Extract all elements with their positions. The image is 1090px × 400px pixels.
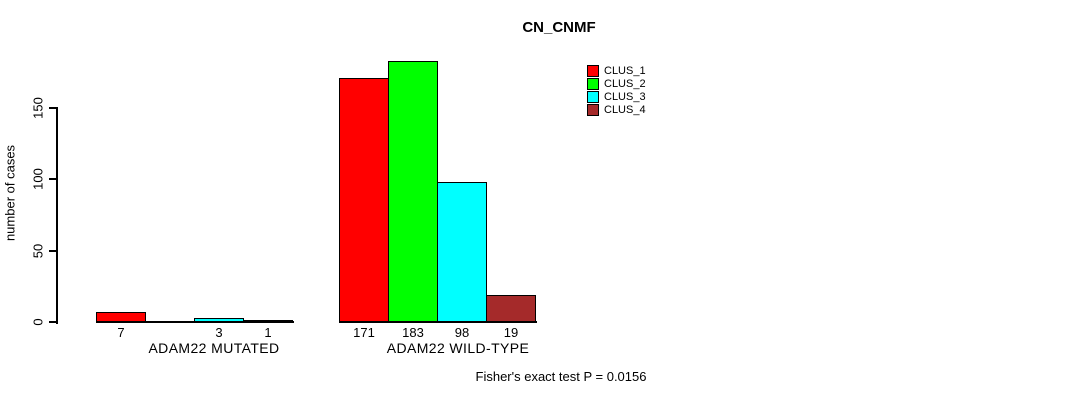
footer-annotation: Fisher's exact test P = 0.0156 xyxy=(475,369,647,384)
legend-swatch-icon xyxy=(587,78,599,91)
bar-value-label: 3 xyxy=(215,325,223,340)
y-axis-tick xyxy=(49,178,57,181)
y-axis-tick xyxy=(49,107,57,109)
chart-title: CN_CNMF xyxy=(522,19,596,36)
x-category-label: ADAM22 WILD-TYPE xyxy=(386,340,530,356)
legend-swatch-icon xyxy=(587,65,599,78)
legend-label: CLUS_1 xyxy=(604,65,646,78)
bar-value-label: 171 xyxy=(353,325,375,340)
bar-clus_2-wildtype xyxy=(388,60,438,322)
bar-clus_4-wildtype xyxy=(486,294,536,322)
bar-clus_1-wildtype xyxy=(339,78,389,322)
y-axis-tick xyxy=(49,321,57,323)
bar-value-label: 7 xyxy=(117,325,125,340)
legend-label: CLUS_3 xyxy=(604,90,646,103)
bar-value-label: 1 xyxy=(264,325,272,340)
y-tick-label: 0 xyxy=(30,318,46,326)
legend-label: CLUS_2 xyxy=(604,78,646,91)
legend: CLUS_1 CLUS_2 CLUS_3 CLUS_4 xyxy=(587,65,646,116)
x-axis-baseline xyxy=(96,321,294,323)
bar-value-label: 98 xyxy=(454,325,470,340)
x-axis-baseline xyxy=(339,321,537,323)
legend-item: CLUS_3 xyxy=(587,90,646,104)
legend-item: CLUS_1 xyxy=(587,65,646,78)
y-axis-line xyxy=(56,107,58,324)
y-tick-label: 50 xyxy=(30,243,46,258)
legend-item: CLUS_2 xyxy=(587,78,646,91)
bar-clus_4-mutated xyxy=(243,320,293,322)
y-tick-label: 150 xyxy=(30,97,46,119)
bar-clus_1-mutated xyxy=(96,312,146,322)
bar-value-label: 183 xyxy=(402,325,424,340)
legend-label: CLUS_4 xyxy=(604,103,646,116)
y-axis-label: number of cases xyxy=(2,144,18,242)
y-axis-tick xyxy=(49,249,57,252)
legend-item: CLUS_4 xyxy=(587,103,646,116)
y-tick-label: 100 xyxy=(30,168,46,191)
bar-clus_3-wildtype xyxy=(437,182,487,322)
legend-swatch-icon xyxy=(587,103,599,116)
legend-swatch-icon xyxy=(587,90,599,103)
bar-clus_3-mutated xyxy=(194,317,244,322)
x-category-label: ADAM22 MUTATED xyxy=(148,340,280,356)
bar-value-label: 19 xyxy=(503,325,519,340)
